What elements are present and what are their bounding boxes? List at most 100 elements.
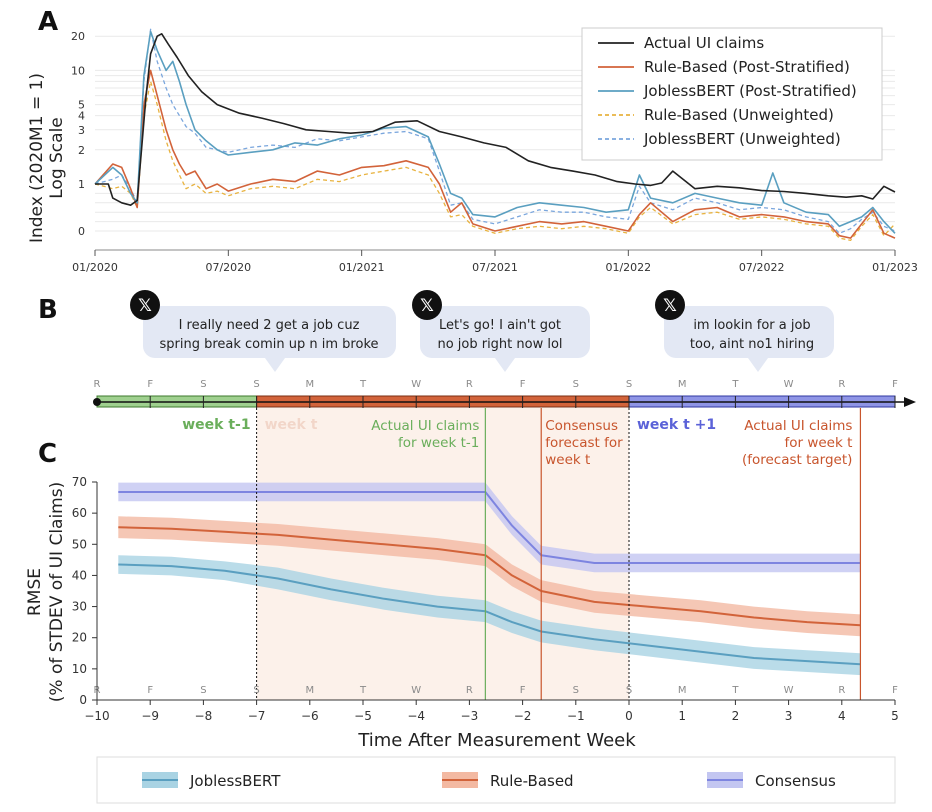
y-tick-label: 70 xyxy=(72,475,87,489)
series-line-1 xyxy=(118,526,861,627)
series-line-0 xyxy=(118,563,861,666)
panel-c-axes: −10 −9 −8 −7 −6 −5 −4 −3 −2 −1 0 1 2 3 4 50102030405060… xyxy=(72,475,899,723)
panel-c-label: C xyxy=(38,439,57,469)
x-logo-icon: 𝕏 xyxy=(655,290,685,320)
panel-b-timeline: I really need 2 get a job cuz spring bre… xyxy=(93,290,916,433)
x-tick-label: 3 xyxy=(785,709,793,723)
x-tick-label: 1 xyxy=(678,709,686,723)
week-label: week t-1 xyxy=(182,417,250,433)
day-label: T xyxy=(731,379,739,390)
legend-label: Consensus xyxy=(755,772,836,790)
day-label: F xyxy=(892,685,898,696)
day-label: M xyxy=(678,685,687,696)
day-label: F xyxy=(520,685,526,696)
day-label: M xyxy=(678,379,687,390)
timeline-start-dot xyxy=(93,398,101,406)
legend-label: Rule-Based (Post-Stratified) xyxy=(644,58,850,76)
x-tick-label: 01/2022 xyxy=(605,261,651,274)
tweet-1-line-1: I really need 2 get a job cuz xyxy=(179,318,360,333)
day-label: R xyxy=(94,379,101,390)
day-label: M xyxy=(305,685,314,696)
x-tick-label: 2 xyxy=(732,709,740,723)
panel-a-y-label: Index (2020M1 = 1) xyxy=(27,73,47,243)
panel-a-y-label-2: Log Scale xyxy=(47,117,67,199)
panel-a-y-ticks: 0 1 2 345 10 20 xyxy=(71,30,85,238)
panel-c-y-label-2: (% of STDEV of UI Claims) xyxy=(47,482,67,702)
y-tick-label: 60 xyxy=(72,506,87,520)
series-line-3 xyxy=(94,80,896,242)
series-line-4 xyxy=(94,28,896,234)
timeline-week-bars xyxy=(93,395,916,408)
y-tick-label: 0 xyxy=(79,693,87,707)
reference-label: Actual UI claims xyxy=(371,418,479,434)
x-tick-label: −3 xyxy=(461,709,479,723)
reference-label: forecast for xyxy=(545,435,623,451)
legend-label: JoblessBERT (Unweighted) xyxy=(643,130,841,148)
x-tick-label: 01/2023 xyxy=(872,261,918,274)
day-label: S xyxy=(573,379,579,390)
legend-label: JoblessBERT xyxy=(189,772,281,790)
tweet-bubble-1: I really need 2 get a job cuz spring bre… xyxy=(130,290,396,372)
legend-label: Actual UI claims xyxy=(644,34,764,52)
series-line-1 xyxy=(94,69,896,239)
day-label: R xyxy=(466,379,473,390)
day-label: R xyxy=(838,685,845,696)
day-label: S xyxy=(253,379,259,390)
day-label: T xyxy=(359,379,367,390)
panel-a-x-ticks: 01/2020 07/2020 01/2021 07/2021 01/2022 07/20… xyxy=(72,249,918,274)
y-tick-label: 1 xyxy=(78,178,85,191)
reference-label: for week t xyxy=(784,435,852,451)
panel-c-reference-lines xyxy=(256,408,862,700)
y-tick-label: 30 xyxy=(72,600,87,614)
panel-a-legend: Actual UI claims Rule-Based (Post-Stratif… xyxy=(581,27,883,161)
panel-c-y-label: RMSE xyxy=(25,568,45,616)
y-tick-label: 3 xyxy=(78,124,85,137)
y-tick-label: 5 xyxy=(78,99,85,112)
x-tick-label: −7 xyxy=(248,709,266,723)
tweet-bubble-3: im lookin for a job too, aint no1 hiring… xyxy=(655,290,834,372)
day-label: M xyxy=(305,379,314,390)
legend-label: JoblessBERT (Post-Stratified) xyxy=(643,82,857,100)
day-label: R xyxy=(838,379,845,390)
day-label: R xyxy=(466,685,473,696)
x-tick-label: 07/2020 xyxy=(205,261,251,274)
series-line-0 xyxy=(95,32,896,206)
y-tick-label: 10 xyxy=(72,662,87,676)
y-tick-label: 2 xyxy=(78,144,85,157)
panel-c-legend: JoblessBERT Rule-Based Consensus xyxy=(96,756,896,804)
panel-b-label: B xyxy=(38,295,58,325)
y-tick-label: 0 xyxy=(78,225,85,238)
reference-label: for week t-1 xyxy=(398,435,479,451)
day-label: S xyxy=(253,685,259,696)
day-label: S xyxy=(626,379,632,390)
y-tick-label: 50 xyxy=(72,537,87,551)
panel-a-legend-box xyxy=(581,27,883,161)
x-tick-label: 07/2022 xyxy=(739,261,785,274)
y-tick-label: 20 xyxy=(72,631,87,645)
x-tick-label: −9 xyxy=(141,709,159,723)
day-label: W xyxy=(411,685,421,696)
x-logo-icon: 𝕏 xyxy=(130,290,160,320)
svg-text:𝕏: 𝕏 xyxy=(663,296,677,316)
x-tick-label: 07/2021 xyxy=(472,261,518,274)
day-label: F xyxy=(520,379,526,390)
tweet-1-line-2: spring break comin up n im broke xyxy=(159,337,378,352)
reference-label: week t xyxy=(545,452,590,468)
y-tick-label: 40 xyxy=(72,568,87,582)
svg-text:𝕏: 𝕏 xyxy=(420,296,434,316)
day-label: F xyxy=(147,379,153,390)
x-tick-label: −4 xyxy=(407,709,425,723)
x-tick-label: 01/2020 xyxy=(72,261,118,274)
x-tick-label: 5 xyxy=(891,709,899,723)
error-band-0 xyxy=(118,555,861,676)
day-label: S xyxy=(200,685,206,696)
panel-c-x-label: Time After Measurement Week xyxy=(357,730,636,751)
x-tick-label: −1 xyxy=(567,709,585,723)
day-label: S xyxy=(200,379,206,390)
x-tick-label: −5 xyxy=(354,709,372,723)
day-label: S xyxy=(626,685,632,696)
legend-label: Rule-Based (Unweighted) xyxy=(644,106,834,124)
